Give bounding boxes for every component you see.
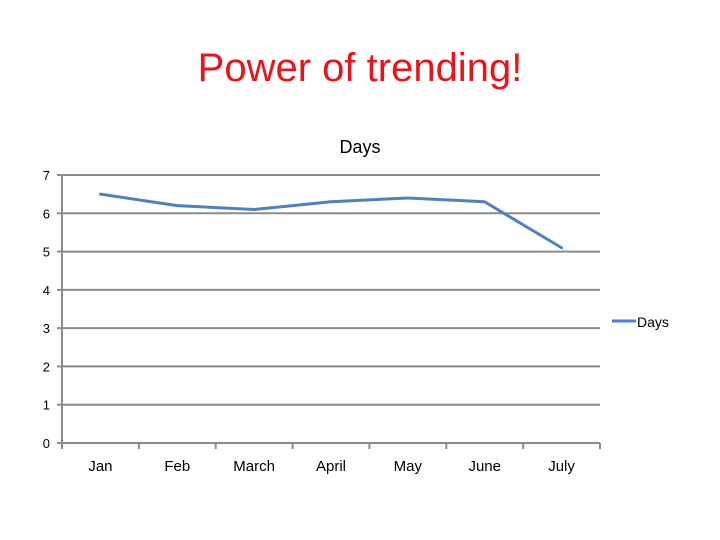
y-tick-labels: 0 1 2 3 4 5 6 7 bbox=[43, 168, 50, 451]
x-tick-label-june: June bbox=[468, 458, 501, 475]
y-tick-label-4: 4 bbox=[43, 283, 50, 298]
x-tick-label-april: April bbox=[316, 458, 346, 475]
gridlines bbox=[62, 174, 600, 406]
x-tick-labels: Jan Feb March April May June July bbox=[88, 458, 575, 475]
y-tick-label-3: 3 bbox=[43, 321, 50, 336]
legend: Days bbox=[612, 314, 669, 330]
x-tick-label-feb: Feb bbox=[164, 458, 190, 475]
y-tick-label-2: 2 bbox=[43, 359, 50, 374]
x-tick-label-jan: Jan bbox=[88, 458, 112, 475]
x-tick-label-july: July bbox=[548, 458, 575, 475]
y-tick-label-1: 1 bbox=[43, 398, 50, 413]
series-line-days bbox=[98, 192, 564, 250]
y-tick-label-0: 0 bbox=[43, 436, 50, 451]
chart-title: Days bbox=[339, 137, 380, 157]
x-tick-label-may: May bbox=[394, 458, 423, 475]
y-tick-label-6: 6 bbox=[43, 206, 50, 221]
slide-title: Power of trending! bbox=[197, 46, 523, 90]
x-tick-label-march: March bbox=[233, 458, 275, 475]
axes bbox=[57, 174, 601, 449]
y-tick-label-5: 5 bbox=[43, 245, 50, 260]
y-tick-label-7: 7 bbox=[43, 168, 50, 183]
series-lines bbox=[98, 192, 564, 250]
legend-label: Days bbox=[637, 314, 669, 330]
